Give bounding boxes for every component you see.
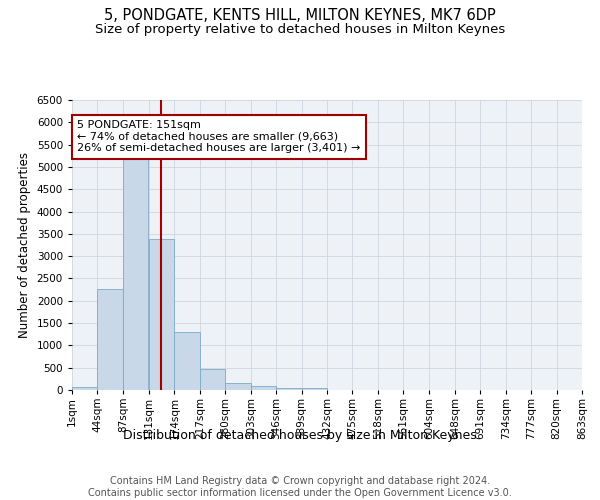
Bar: [123, 148, 148, 390]
Y-axis label: Number of detached properties: Number of detached properties: [18, 152, 31, 338]
Bar: [302, 388, 327, 390]
Bar: [225, 383, 251, 390]
Text: 5 PONDGATE: 151sqm
← 74% of detached houses are smaller (9,663)
26% of semi-deta: 5 PONDGATE: 151sqm ← 74% of detached hou…: [77, 120, 361, 154]
Text: Distribution of detached houses by size in Milton Keynes: Distribution of detached houses by size …: [123, 428, 477, 442]
Bar: [149, 239, 175, 390]
Bar: [175, 332, 200, 390]
Text: 5, PONDGATE, KENTS HILL, MILTON KEYNES, MK7 6DP: 5, PONDGATE, KENTS HILL, MILTON KEYNES, …: [104, 8, 496, 22]
Bar: [72, 387, 97, 390]
Bar: [97, 288, 123, 390]
Bar: [200, 368, 225, 390]
Bar: [276, 388, 302, 390]
Text: Contains HM Land Registry data © Crown copyright and database right 2024.
Contai: Contains HM Land Registry data © Crown c…: [88, 476, 512, 498]
Text: Size of property relative to detached houses in Milton Keynes: Size of property relative to detached ho…: [95, 22, 505, 36]
Bar: [251, 386, 276, 390]
